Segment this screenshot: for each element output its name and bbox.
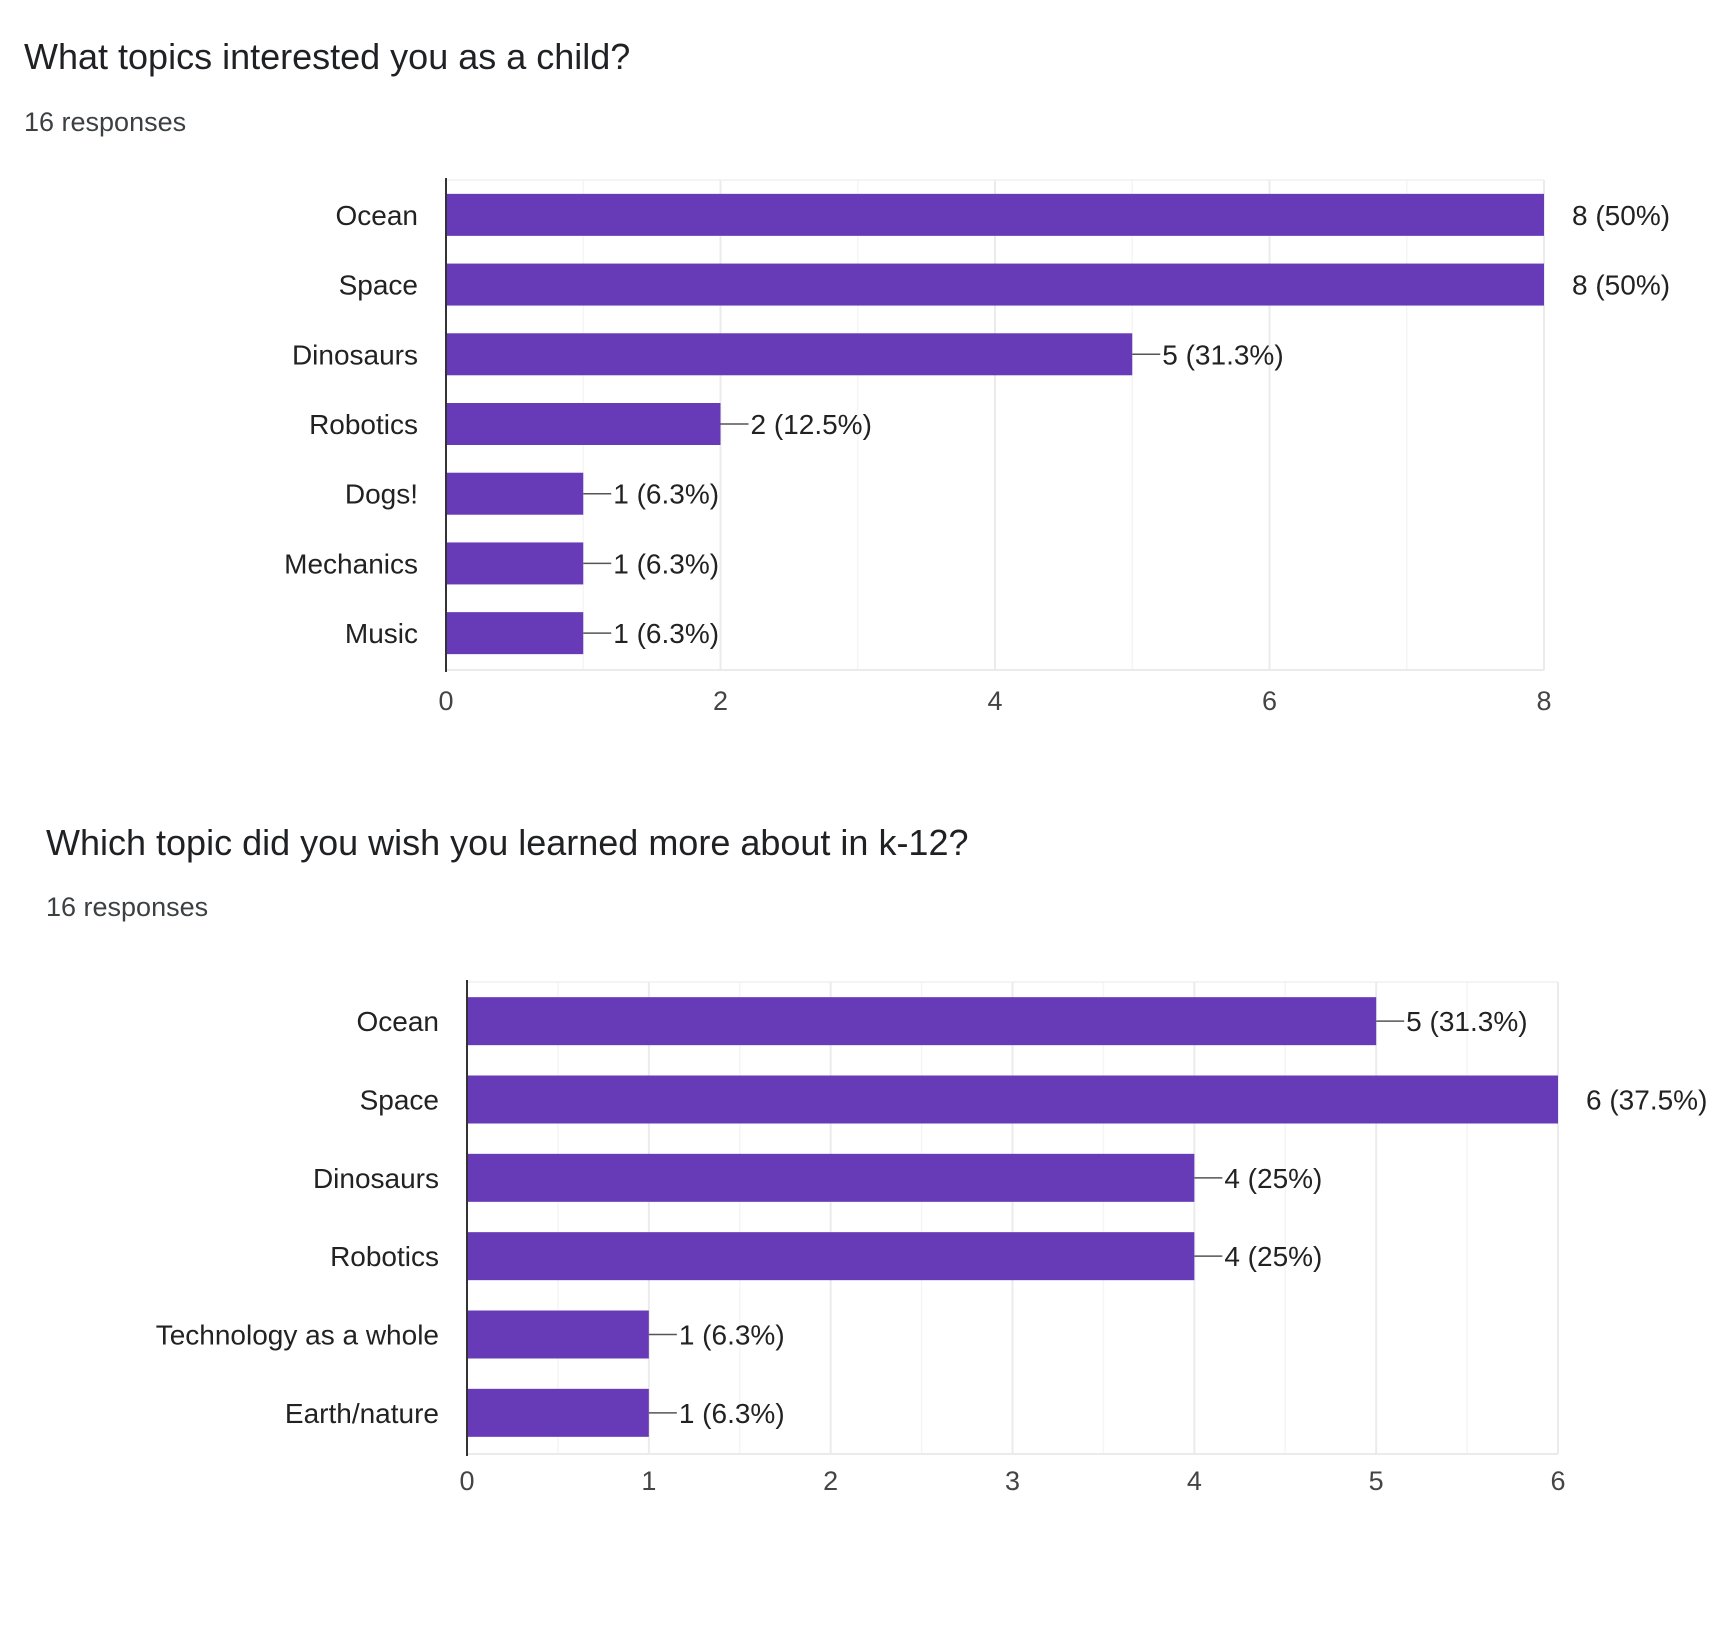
x-tick-label: 4	[987, 686, 1002, 716]
category-label: Ocean	[336, 200, 419, 231]
category-label: Dogs!	[345, 479, 418, 510]
data-label: 4 (25%)	[1224, 1163, 1322, 1194]
x-tick-label: 2	[713, 686, 728, 716]
data-label: 1 (6.3%)	[679, 1320, 785, 1351]
data-label: 6 (37.5%)	[1586, 1085, 1707, 1116]
category-label: Robotics	[330, 1241, 439, 1272]
bar[interactable]	[446, 542, 584, 585]
data-label: 1 (6.3%)	[613, 618, 719, 649]
x-tick-label: 3	[1005, 1466, 1020, 1496]
category-label: Technology as a whole	[156, 1320, 439, 1351]
response-count: 16 responses	[24, 107, 187, 137]
bar[interactable]	[446, 333, 1133, 376]
category-label: Mechanics	[284, 548, 418, 579]
bar-chart-topics-child: Ocean 8 (50%) Space 8 (50%) Dinosaurs 5 (31.3…	[284, 178, 1670, 716]
bar[interactable]	[467, 1075, 1558, 1124]
data-label: 4 (25%)	[1224, 1241, 1322, 1272]
data-label: 1 (6.3%)	[613, 548, 719, 579]
x-tick-label: 5	[1369, 1466, 1384, 1496]
bar[interactable]	[467, 1310, 649, 1359]
x-tick-label: 1	[641, 1466, 656, 1496]
x-tick-label: 4	[1187, 1466, 1202, 1496]
response-count: 16 responses	[46, 892, 209, 922]
data-label: 5 (31.3%)	[1406, 1006, 1527, 1037]
bar[interactable]	[446, 263, 1544, 306]
category-label: Ocean	[357, 1006, 440, 1037]
category-label: Music	[345, 618, 418, 649]
question-title: What topics interested you as a child?	[24, 36, 631, 77]
data-label: 5 (31.3%)	[1162, 339, 1283, 370]
bar[interactable]	[467, 997, 1377, 1046]
bar[interactable]	[446, 193, 1544, 236]
data-label: 1 (6.3%)	[679, 1398, 785, 1429]
bar[interactable]	[446, 612, 584, 655]
bar[interactable]	[467, 1388, 649, 1437]
question-title: Which topic did you wish you learned mor…	[46, 822, 969, 863]
category-label: Dinosaurs	[313, 1163, 439, 1194]
category-label: Dinosaurs	[292, 339, 418, 370]
data-label: 1 (6.3%)	[613, 479, 719, 510]
bar[interactable]	[446, 403, 721, 445]
x-tick-label: 0	[459, 1466, 474, 1496]
x-tick-label: 0	[438, 686, 453, 716]
category-label: Space	[339, 270, 418, 301]
data-label: 8 (50%)	[1572, 270, 1670, 301]
category-label: Robotics	[309, 409, 418, 440]
x-tick-label: 6	[1262, 686, 1277, 716]
data-label: 2 (12.5%)	[751, 409, 872, 440]
bar-chart-topics-k12: Ocean 5 (31.3%) Space 6 (37.5%) Dinosaurs 4 (…	[156, 980, 1707, 1496]
x-tick-label: 2	[823, 1466, 838, 1496]
bar[interactable]	[467, 1232, 1195, 1281]
category-label: Earth/nature	[285, 1398, 439, 1429]
x-tick-label: 6	[1550, 1466, 1565, 1496]
category-label: Space	[360, 1085, 439, 1116]
data-label: 8 (50%)	[1572, 200, 1670, 231]
bar[interactable]	[467, 1153, 1195, 1202]
bar[interactable]	[446, 472, 584, 515]
x-tick-label: 8	[1536, 686, 1551, 716]
